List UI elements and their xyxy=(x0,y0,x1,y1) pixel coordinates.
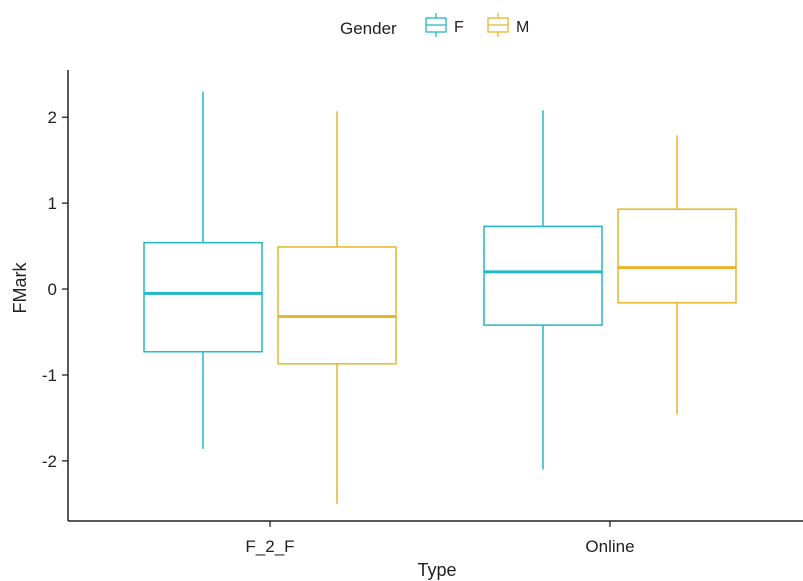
legend-item-F: F xyxy=(425,13,464,37)
x-axis-title: Type xyxy=(417,560,456,580)
y-tick-label: 1 xyxy=(48,194,57,213)
box-M-F_2_F xyxy=(277,111,397,504)
box-F-F_2_F xyxy=(143,91,263,449)
x-tick-label: Online xyxy=(585,537,634,556)
x-axis-ticks: F_2_F Online xyxy=(245,521,635,556)
y-tick-label: 2 xyxy=(48,108,57,127)
legend-label: F xyxy=(454,19,464,36)
iqr-box xyxy=(617,208,737,304)
box-series xyxy=(143,91,737,504)
plot-area: 2 1 0 -1 -2 F_2_F Online xyxy=(42,70,803,556)
box-F-Online xyxy=(483,110,603,470)
legend-label: M xyxy=(516,19,529,36)
y-axis-title: FMark xyxy=(10,262,30,314)
y-tick-label: -2 xyxy=(42,452,57,471)
box-M-Online xyxy=(617,135,737,415)
y-tick-label: 0 xyxy=(48,280,57,299)
legend-title: Gender xyxy=(340,19,397,38)
y-axis-ticks: 2 1 0 -1 -2 xyxy=(42,108,68,471)
x-tick-label: F_2_F xyxy=(245,537,294,556)
iqr-box xyxy=(277,246,397,365)
iqr-box xyxy=(143,241,263,353)
legend-item-M: M xyxy=(487,13,529,37)
iqr-box xyxy=(483,225,603,326)
y-tick-label: -1 xyxy=(42,366,57,385)
